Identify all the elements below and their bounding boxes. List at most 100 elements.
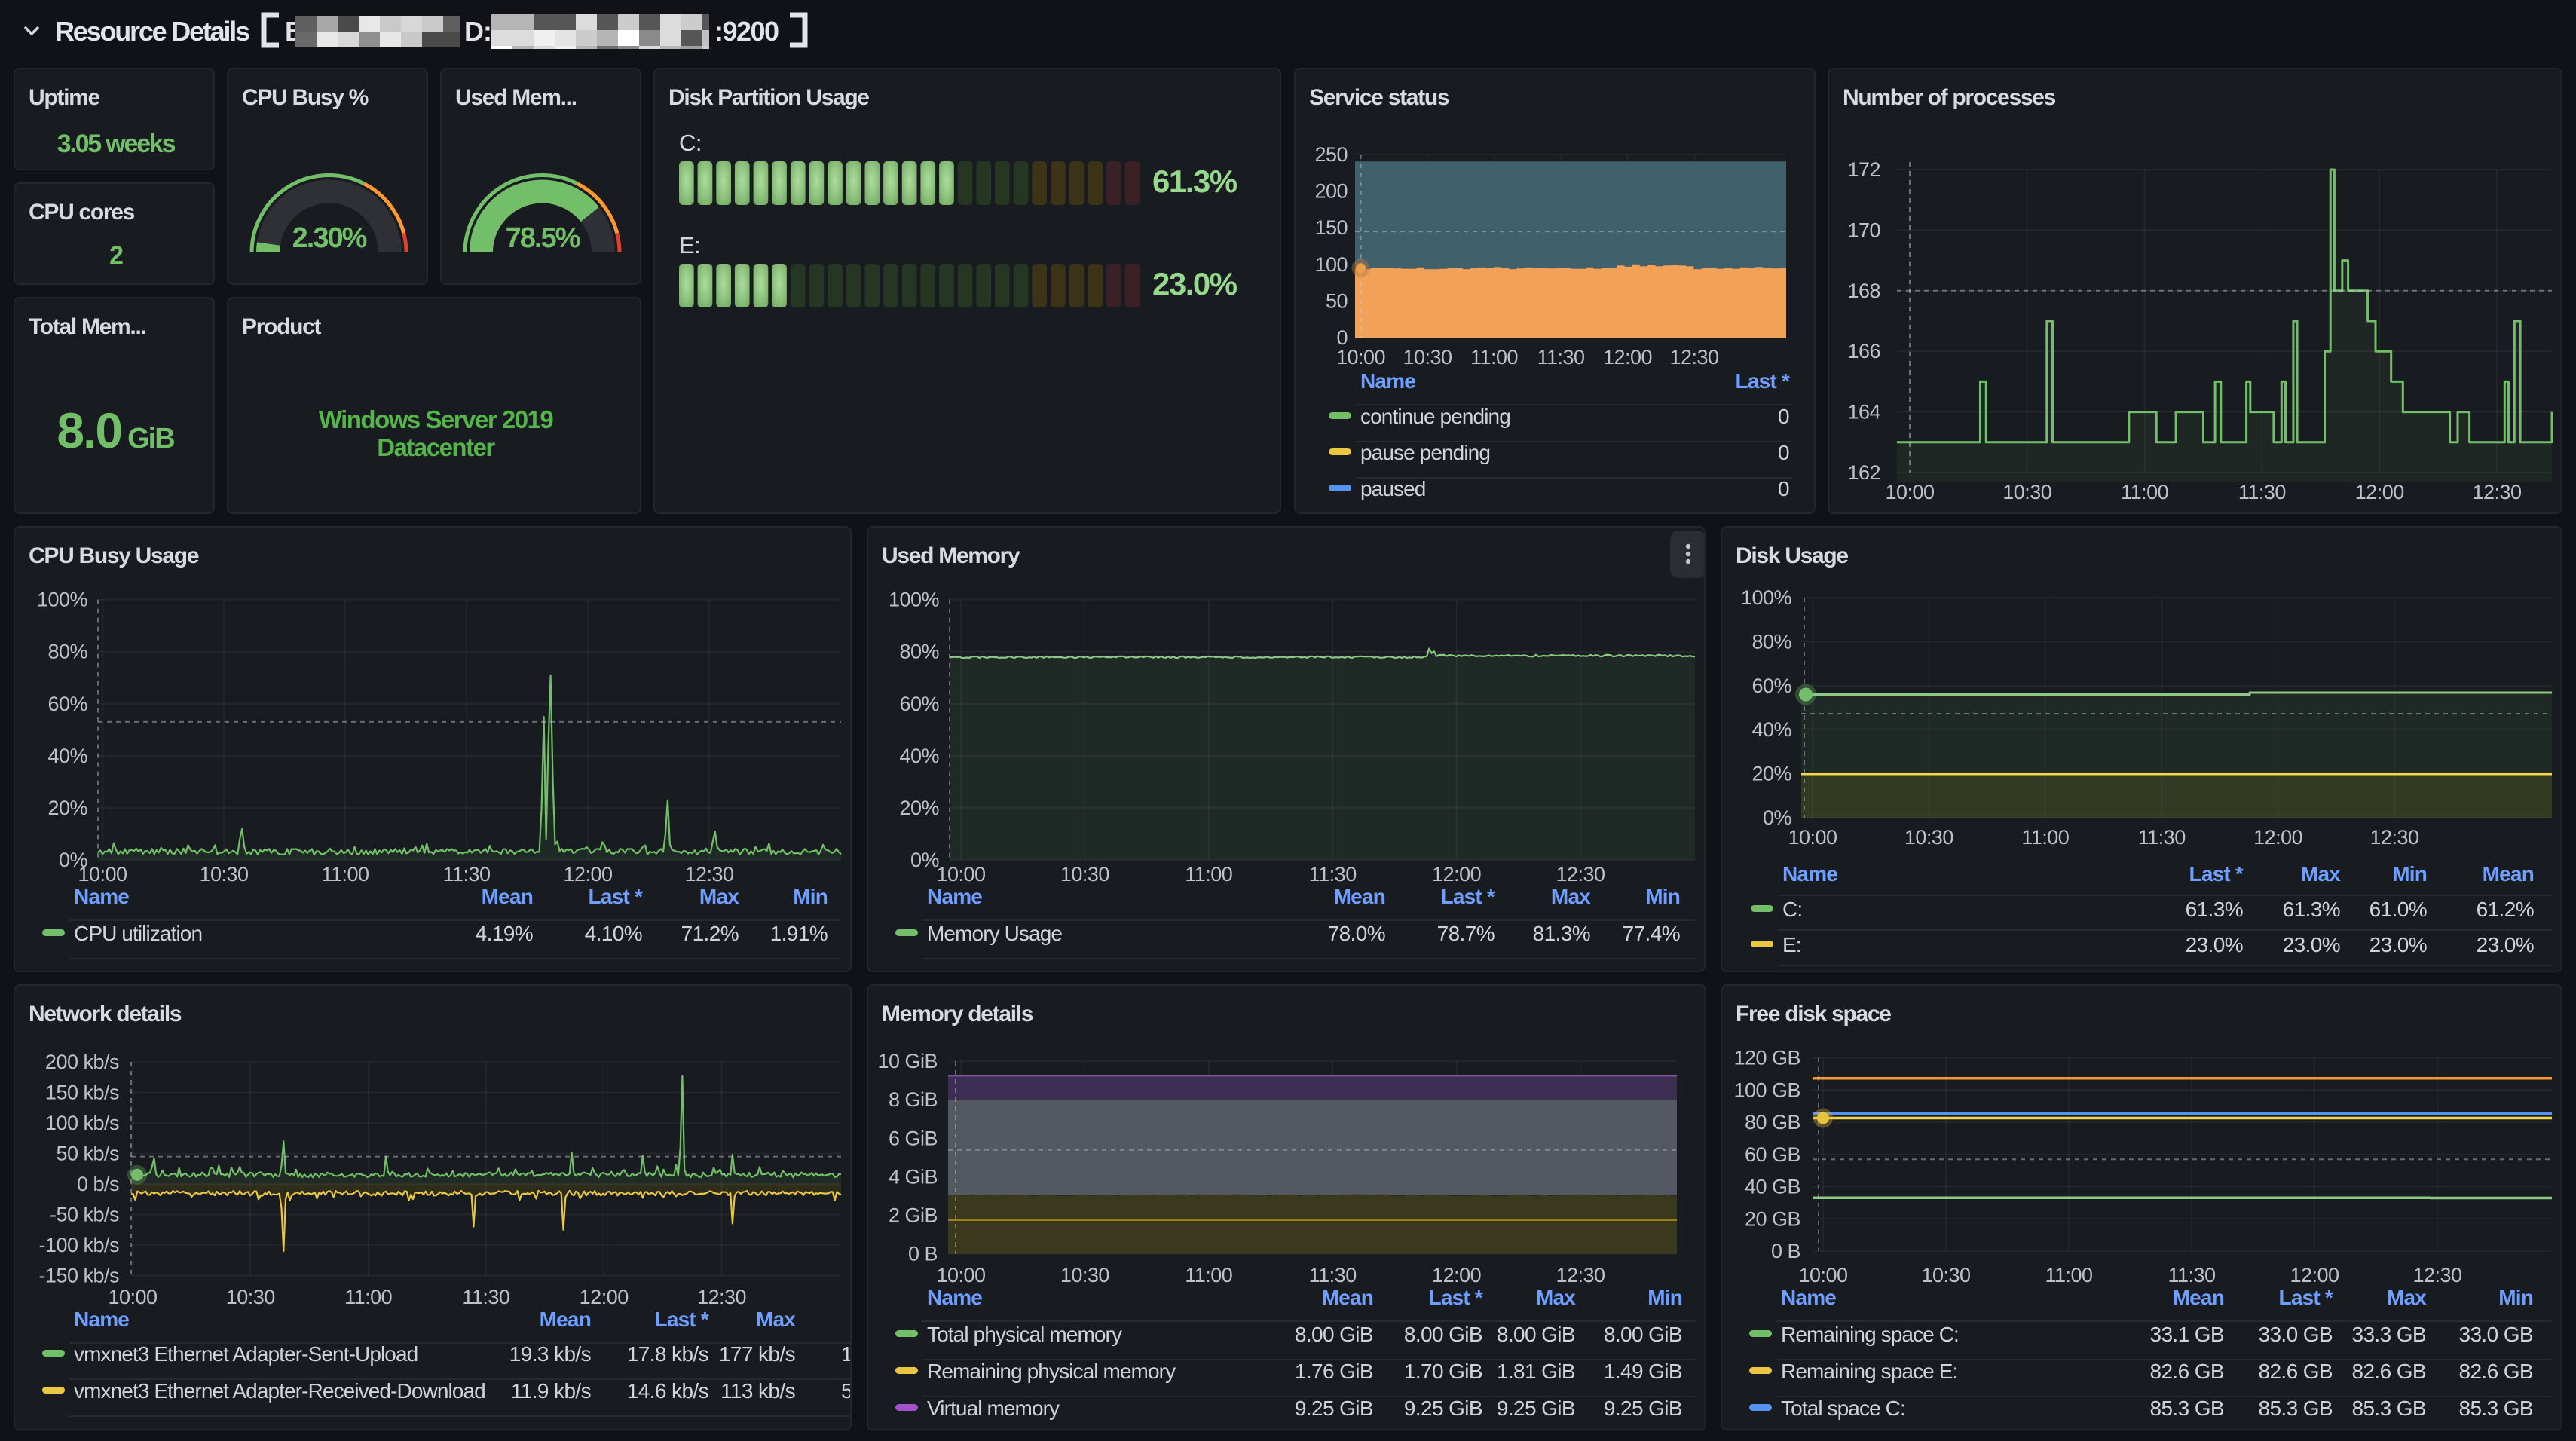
svg-text:Last *: Last * <box>1429 1286 1483 1309</box>
svg-text:Mean: Mean <box>1334 885 1385 908</box>
svg-text:23.0%: 23.0% <box>1152 266 1238 301</box>
svg-text:continue pending: continue pending <box>1360 405 1510 428</box>
svg-text:6 GiB: 6 GiB <box>889 1127 938 1149</box>
svg-text:Datacenter: Datacenter <box>377 433 495 461</box>
svg-text:CPU Busy %: CPU Busy % <box>242 85 369 110</box>
svg-text:23.0%: 23.0% <box>2186 933 2243 956</box>
svg-text:2.30%: 2.30% <box>292 222 367 254</box>
svg-text:60%: 60% <box>1751 675 1791 697</box>
svg-text:Min: Min <box>793 885 828 908</box>
svg-text:19.3 kb/s: 19.3 kb/s <box>509 1342 591 1366</box>
svg-text:11:30: 11:30 <box>1309 1264 1357 1286</box>
svg-text:0 B: 0 B <box>908 1243 938 1265</box>
svg-text:20%: 20% <box>47 797 87 819</box>
svg-text:Name: Name <box>927 1286 982 1309</box>
svg-text:11:00: 11:00 <box>1470 346 1518 369</box>
svg-text:170: 170 <box>1847 219 1880 241</box>
svg-text:33.3 GB: 33.3 GB <box>2351 1323 2426 1346</box>
svg-text:78.7%: 78.7% <box>1437 922 1495 945</box>
svg-text:77.4%: 77.4% <box>1623 922 1680 945</box>
svg-text:200: 200 <box>1314 180 1348 203</box>
svg-text:85.3 GB: 85.3 GB <box>2149 1397 2224 1420</box>
svg-text:10:30: 10:30 <box>1904 826 1953 849</box>
svg-text:Memory Usage: Memory Usage <box>927 922 1062 945</box>
svg-text:Used Memory: Used Memory <box>882 543 1020 568</box>
svg-text:Min: Min <box>1647 1286 1682 1309</box>
svg-text:Mean: Mean <box>482 885 533 908</box>
svg-text:11:00: 11:00 <box>2021 826 2069 849</box>
svg-text:Min: Min <box>1645 885 1680 908</box>
svg-text:8.00 GiB: 8.00 GiB <box>1497 1323 1575 1346</box>
svg-text::9200: :9200 <box>714 16 779 47</box>
svg-text:82.6 GB: 82.6 GB <box>2351 1360 2426 1383</box>
svg-text:vmxnet3 Ethernet Adapter-Sent-: vmxnet3 Ethernet Adapter-Sent-Upload <box>74 1342 418 1366</box>
svg-text:8.00 GiB: 8.00 GiB <box>1604 1323 1682 1346</box>
svg-text:Last *: Last * <box>589 885 643 908</box>
svg-text:Disk Usage: Disk Usage <box>1736 543 1848 568</box>
svg-text:Mean: Mean <box>540 1308 591 1331</box>
svg-text:40%: 40% <box>47 745 87 767</box>
svg-text:177 kb/s: 177 kb/s <box>719 1342 795 1366</box>
svg-text:0%: 0% <box>1763 806 1792 829</box>
svg-text:Max: Max <box>2301 862 2341 886</box>
svg-text:20 GB: 20 GB <box>1745 1207 1800 1230</box>
svg-text:33.0 GB: 33.0 GB <box>2458 1323 2533 1346</box>
svg-text:Network details: Network details <box>29 1002 182 1026</box>
svg-text:Uptime: Uptime <box>29 85 99 110</box>
svg-text:3.05 weeks: 3.05 weeks <box>57 130 176 158</box>
svg-text:2: 2 <box>109 241 123 270</box>
svg-text:12:30: 12:30 <box>684 863 733 886</box>
svg-text:C:: C: <box>679 130 702 156</box>
svg-text:50 kb/s: 50 kb/s <box>56 1143 119 1165</box>
svg-text:168: 168 <box>1847 280 1880 302</box>
svg-text:Max: Max <box>756 1308 796 1331</box>
svg-text:0%: 0% <box>910 849 940 871</box>
svg-text:12:00: 12:00 <box>1603 346 1652 369</box>
svg-text:11:30: 11:30 <box>1309 863 1357 886</box>
svg-text:Remaining space C:: Remaining space C: <box>1781 1323 1959 1346</box>
svg-text:82.6 GB: 82.6 GB <box>2458 1360 2533 1383</box>
svg-text:11:00: 11:00 <box>2045 1264 2092 1286</box>
svg-text:11:00: 11:00 <box>321 863 369 886</box>
svg-text:Max: Max <box>2387 1286 2427 1309</box>
svg-text:0: 0 <box>1778 405 1789 428</box>
svg-text:20%: 20% <box>1751 763 1791 785</box>
svg-text:14.6 kb/s: 14.6 kb/s <box>627 1379 708 1403</box>
svg-text:20%: 20% <box>899 797 939 819</box>
svg-text:2 GiB: 2 GiB <box>889 1204 938 1227</box>
svg-text:CPU Busy Usage: CPU Busy Usage <box>29 543 199 568</box>
svg-text:10:30: 10:30 <box>1403 346 1452 369</box>
svg-text:8 GiB: 8 GiB <box>889 1088 938 1111</box>
svg-text:17.8 kb/s: 17.8 kb/s <box>627 1342 708 1366</box>
svg-text:Used Mem...: Used Mem... <box>455 85 577 110</box>
svg-text:1.76 GiB: 1.76 GiB <box>1295 1360 1373 1383</box>
svg-text:10:30: 10:30 <box>226 1286 275 1308</box>
svg-text:10:30: 10:30 <box>199 863 248 886</box>
svg-text:10:00: 10:00 <box>108 1286 157 1308</box>
svg-text:Product: Product <box>242 314 322 339</box>
svg-text:12:00: 12:00 <box>1432 863 1481 886</box>
svg-text:E:: E: <box>679 232 700 259</box>
svg-text:Remaining physical memory: Remaining physical memory <box>927 1360 1176 1383</box>
svg-text:CPU cores: CPU cores <box>29 200 135 225</box>
svg-text:60%: 60% <box>47 693 87 715</box>
svg-text:23.0%: 23.0% <box>2477 933 2534 956</box>
svg-text:250: 250 <box>1314 143 1348 166</box>
svg-text:Mean: Mean <box>2173 1286 2224 1309</box>
svg-text:Memory details: Memory details <box>882 1002 1033 1026</box>
svg-text:0%: 0% <box>59 849 88 871</box>
svg-text:23.0%: 23.0% <box>2283 933 2340 956</box>
svg-text:10:00: 10:00 <box>1885 481 1934 503</box>
svg-text:100 kb/s: 100 kb/s <box>45 1112 119 1134</box>
svg-text:E:: E: <box>1782 933 1801 956</box>
svg-text:Service status: Service status <box>1309 85 1449 110</box>
svg-text:11:30: 11:30 <box>442 863 490 886</box>
svg-text:12:30: 12:30 <box>1669 346 1718 369</box>
svg-text:Last *: Last * <box>1736 369 1790 393</box>
svg-text:-100 kb/s: -100 kb/s <box>38 1234 119 1256</box>
svg-text:113 kb/s: 113 kb/s <box>720 1379 795 1403</box>
svg-text:Max: Max <box>699 885 739 908</box>
svg-text:9.25 GiB: 9.25 GiB <box>1497 1397 1575 1420</box>
svg-text:11:00: 11:00 <box>1185 863 1232 886</box>
svg-text:11:00: 11:00 <box>344 1286 392 1308</box>
